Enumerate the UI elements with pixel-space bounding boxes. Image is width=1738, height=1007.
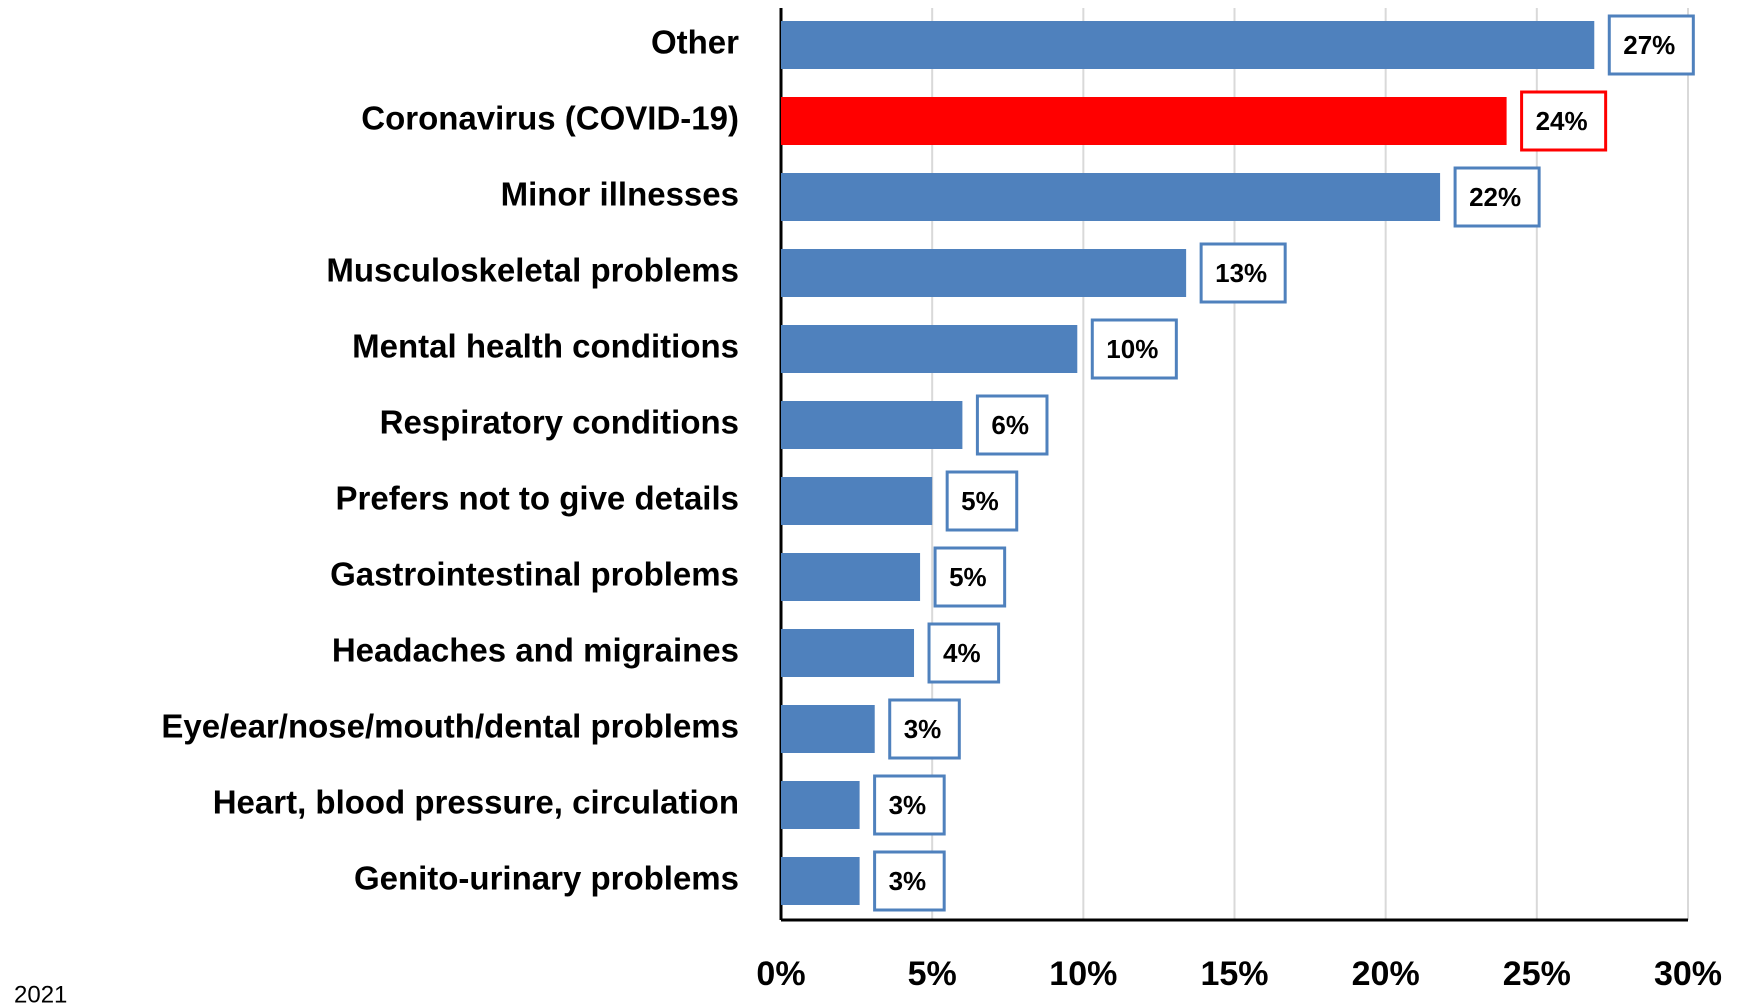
value-label-box xyxy=(1607,14,1695,76)
y-tick-label: Mental health conditions xyxy=(352,328,739,365)
value-label: 3% xyxy=(889,866,927,896)
value-label-box xyxy=(888,698,961,760)
y-tick-label: Genito-urinary problems xyxy=(354,860,739,897)
value-label-box xyxy=(975,394,1049,456)
value-label: 24% xyxy=(1536,106,1588,136)
y-tick-label: Minor illnesses xyxy=(501,176,739,213)
bar xyxy=(781,97,1507,145)
x-tick-label: 15% xyxy=(1200,955,1268,993)
value-label: 27% xyxy=(1623,30,1675,60)
x-tick-label: 5% xyxy=(908,955,957,993)
value-label: 22% xyxy=(1469,182,1521,212)
value-label: 10% xyxy=(1106,334,1158,364)
y-tick-label: Other xyxy=(651,24,739,61)
bar xyxy=(781,553,921,601)
value-label: 3% xyxy=(904,714,942,744)
bar xyxy=(781,249,1187,297)
value-label-box xyxy=(1453,166,1541,228)
x-tick-label: 20% xyxy=(1352,955,1420,993)
value-label-box xyxy=(933,546,1007,608)
value-label: 13% xyxy=(1215,258,1267,288)
y-tick-label: Musculoskeletal problems xyxy=(326,252,739,289)
value-label-box xyxy=(927,622,1001,684)
y-tick-label: Heart, blood pressure, circulation xyxy=(213,784,739,821)
y-tick-label: Prefers not to give details xyxy=(336,480,739,517)
bar xyxy=(781,325,1078,373)
bar xyxy=(781,629,915,677)
x-tick-label: 10% xyxy=(1049,955,1117,993)
bar xyxy=(781,401,963,449)
bar xyxy=(781,477,933,525)
value-label-box xyxy=(1199,242,1287,304)
y-tick-label: Headaches and migraines xyxy=(332,632,739,669)
y-tick-label: Coronavirus (COVID-19) xyxy=(361,100,739,137)
value-label-box xyxy=(945,470,1019,532)
bar xyxy=(781,781,860,829)
x-tick-label: 25% xyxy=(1503,955,1571,993)
value-label-box xyxy=(1520,90,1608,152)
bar xyxy=(781,173,1441,221)
value-label: 5% xyxy=(961,486,999,516)
x-tick-label: 30% xyxy=(1654,955,1722,993)
value-label: 3% xyxy=(889,790,927,820)
value-label-box xyxy=(873,850,946,912)
value-label: 6% xyxy=(991,410,1029,440)
bar xyxy=(781,705,875,753)
bar xyxy=(781,857,860,905)
x-tick-label: 0% xyxy=(756,955,805,993)
note: 2021 xyxy=(14,981,67,1007)
y-tick-label: Respiratory conditions xyxy=(380,404,739,441)
y-tick-label: Eye/ear/nose/mouth/dental problems xyxy=(161,708,739,745)
value-label-box xyxy=(873,774,946,836)
value-label: 4% xyxy=(943,638,981,668)
bar xyxy=(781,21,1595,69)
y-tick-label: Gastrointestinal problems xyxy=(330,556,739,593)
value-label: 5% xyxy=(949,562,987,592)
value-label-box xyxy=(1090,318,1178,380)
